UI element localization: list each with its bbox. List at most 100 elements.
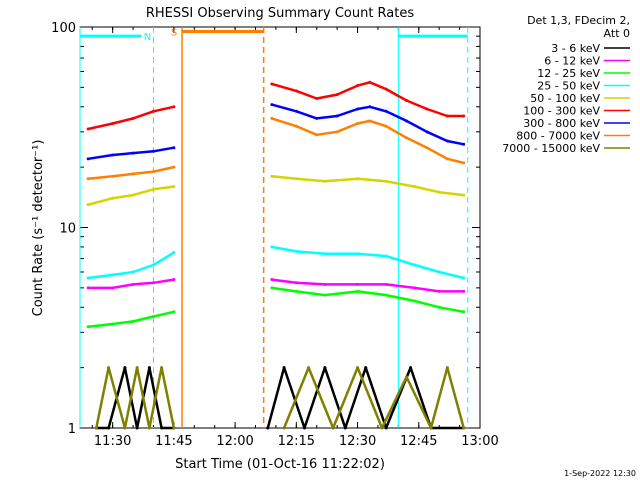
x-tick-label: 12:30 bbox=[339, 434, 376, 449]
data-point bbox=[307, 366, 311, 370]
chart-marks: 11:30 11:45 12:00 12:15 12:30 12:45 13:00 1 10 10… bbox=[51, 21, 630, 449]
series-line bbox=[88, 278, 175, 290]
data-point bbox=[270, 245, 274, 249]
night-label: N bbox=[144, 32, 151, 43]
data-point bbox=[111, 286, 115, 290]
data-point bbox=[270, 174, 274, 178]
legend-entry-label: 300 - 800 keV bbox=[523, 117, 600, 130]
data-point bbox=[445, 366, 449, 370]
data-point bbox=[86, 276, 90, 280]
data-point bbox=[356, 122, 360, 126]
data-point bbox=[135, 426, 139, 430]
legend-entry-label: 12 - 25 keV bbox=[537, 67, 600, 80]
data-point bbox=[405, 136, 409, 140]
data-point bbox=[356, 366, 360, 370]
data-point bbox=[323, 282, 327, 286]
data-point bbox=[294, 281, 298, 285]
legend-entry-label: 25 - 50 keV bbox=[537, 80, 600, 93]
data-point bbox=[356, 107, 360, 111]
data-point bbox=[131, 151, 135, 155]
data-point bbox=[380, 426, 384, 430]
data-point bbox=[172, 310, 176, 314]
data-point bbox=[437, 190, 441, 194]
data-point bbox=[282, 426, 286, 430]
data-point bbox=[151, 314, 155, 318]
data-point bbox=[86, 325, 90, 329]
series-line bbox=[271, 245, 464, 280]
series-line bbox=[88, 310, 175, 328]
y-tick-label: 100 bbox=[51, 21, 76, 36]
series-line bbox=[87, 105, 175, 131]
data-point bbox=[384, 124, 388, 128]
data-point bbox=[151, 187, 155, 191]
data-point bbox=[86, 203, 90, 207]
data-point bbox=[462, 426, 466, 430]
data-point bbox=[151, 263, 155, 267]
data-point bbox=[147, 426, 151, 430]
data-point bbox=[160, 426, 164, 430]
data-point bbox=[294, 89, 298, 93]
legend-entry-label: 50 - 100 keV bbox=[530, 92, 600, 105]
y-axis-label: Count Rate (s⁻¹ detector⁻¹) bbox=[31, 140, 46, 317]
data-point bbox=[151, 170, 155, 174]
legend-entry-label: 7000 - 15000 keV bbox=[502, 142, 600, 155]
legend-header-line-1: Det 1,3, FDecim 2, bbox=[527, 14, 630, 27]
series-line bbox=[88, 146, 175, 161]
series-line bbox=[271, 117, 465, 165]
data-point bbox=[462, 310, 466, 314]
data-point bbox=[364, 366, 368, 370]
data-point bbox=[86, 177, 90, 181]
series-line bbox=[271, 278, 464, 293]
data-point bbox=[343, 426, 347, 430]
data-point bbox=[462, 114, 466, 118]
data-point bbox=[131, 193, 135, 197]
data-point bbox=[462, 142, 466, 146]
data-point bbox=[384, 254, 388, 258]
data-point bbox=[425, 107, 429, 111]
data-point bbox=[368, 105, 372, 109]
data-point bbox=[172, 185, 176, 189]
data-point bbox=[302, 426, 306, 430]
data-point bbox=[294, 249, 298, 253]
data-point bbox=[111, 322, 115, 326]
data-point bbox=[123, 426, 127, 430]
data-point bbox=[356, 282, 360, 286]
data-point bbox=[172, 278, 176, 282]
data-point bbox=[86, 157, 90, 161]
data-point bbox=[437, 270, 441, 274]
data-point bbox=[405, 119, 409, 123]
data-point bbox=[368, 80, 372, 84]
data-point bbox=[270, 116, 274, 120]
data-point bbox=[437, 305, 441, 309]
data-point bbox=[405, 375, 409, 379]
legend-header-line-2: Att 0 bbox=[604, 27, 630, 40]
data-point bbox=[270, 286, 274, 290]
chart-title: RHESSI Observing Summary Count Rates bbox=[146, 6, 415, 21]
data-point bbox=[462, 193, 466, 197]
data-point bbox=[94, 426, 98, 430]
data-point bbox=[323, 179, 327, 183]
data-point bbox=[425, 130, 429, 134]
y-tick-label: 1 bbox=[68, 422, 76, 437]
data-point bbox=[131, 116, 135, 120]
data-point bbox=[135, 366, 139, 370]
data-point bbox=[111, 196, 115, 200]
data-point bbox=[107, 366, 111, 370]
data-point bbox=[270, 103, 274, 107]
data-point bbox=[356, 252, 360, 256]
data-point bbox=[131, 282, 135, 286]
data-point bbox=[356, 289, 360, 293]
data-point bbox=[131, 172, 135, 176]
data-point bbox=[294, 289, 298, 293]
data-point bbox=[413, 286, 417, 290]
data-point bbox=[294, 109, 298, 113]
data-point bbox=[462, 276, 466, 280]
data-point bbox=[405, 98, 409, 102]
data-point bbox=[111, 153, 115, 157]
data-point bbox=[384, 179, 388, 183]
legend-entry-label: 800 - 7000 keV bbox=[516, 130, 600, 143]
data-point bbox=[445, 157, 449, 161]
data-point bbox=[331, 426, 335, 430]
data-point bbox=[409, 366, 413, 370]
